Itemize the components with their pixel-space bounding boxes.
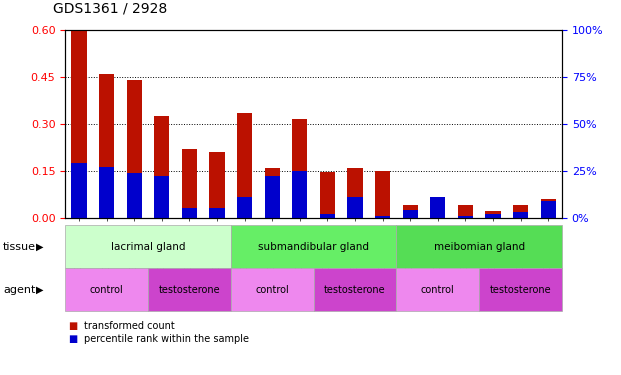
- Bar: [209, 152, 225, 217]
- Text: meibomian gland: meibomian gland: [433, 242, 525, 252]
- Bar: [375, 171, 390, 217]
- Bar: [402, 210, 418, 218]
- Text: submandibular gland: submandibular gland: [258, 242, 369, 252]
- Text: ▶: ▶: [36, 242, 43, 252]
- Bar: [292, 119, 307, 218]
- Bar: [486, 211, 501, 217]
- Bar: [402, 205, 418, 218]
- Text: transformed count: transformed count: [84, 321, 175, 331]
- Bar: [71, 163, 86, 218]
- Text: control: control: [421, 285, 455, 295]
- Bar: [320, 214, 335, 217]
- Bar: [486, 214, 501, 217]
- Text: ■: ■: [68, 334, 78, 344]
- Bar: [182, 208, 197, 218]
- Bar: [237, 113, 252, 218]
- Bar: [513, 212, 528, 217]
- Text: GDS1361 / 2928: GDS1361 / 2928: [53, 1, 167, 15]
- Bar: [99, 74, 114, 217]
- Bar: [430, 197, 445, 217]
- Bar: [182, 149, 197, 217]
- Text: control: control: [89, 285, 124, 295]
- Text: lacrimal gland: lacrimal gland: [111, 242, 185, 252]
- Bar: [99, 167, 114, 218]
- Bar: [265, 176, 280, 218]
- Bar: [347, 197, 363, 217]
- Bar: [541, 201, 556, 217]
- Bar: [430, 210, 445, 218]
- Text: ■: ■: [68, 321, 78, 331]
- Text: percentile rank within the sample: percentile rank within the sample: [84, 334, 249, 344]
- Bar: [154, 176, 170, 218]
- Bar: [127, 80, 142, 218]
- Bar: [237, 197, 252, 217]
- Bar: [154, 116, 170, 218]
- Bar: [541, 199, 556, 217]
- Text: tissue: tissue: [3, 242, 36, 252]
- Text: agent: agent: [3, 285, 35, 295]
- Bar: [458, 205, 473, 218]
- Bar: [127, 172, 142, 217]
- Bar: [71, 30, 86, 217]
- Bar: [292, 171, 307, 217]
- Text: testosterone: testosterone: [158, 285, 220, 295]
- Text: ▶: ▶: [36, 285, 43, 295]
- Bar: [347, 168, 363, 217]
- Text: testosterone: testosterone: [324, 285, 386, 295]
- Bar: [513, 205, 528, 218]
- Bar: [265, 168, 280, 217]
- Bar: [375, 216, 390, 217]
- Bar: [320, 172, 335, 217]
- Text: testosterone: testosterone: [490, 285, 551, 295]
- Bar: [458, 216, 473, 217]
- Text: control: control: [255, 285, 289, 295]
- Bar: [209, 208, 225, 218]
